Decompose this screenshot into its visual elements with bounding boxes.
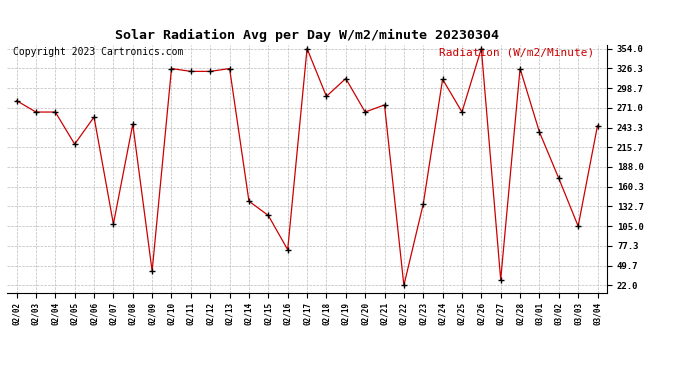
Text: Radiation (W/m2/Minute): Radiation (W/m2/Minute) — [439, 48, 594, 57]
Title: Solar Radiation Avg per Day W/m2/minute 20230304: Solar Radiation Avg per Day W/m2/minute … — [115, 29, 499, 42]
Text: Copyright 2023 Cartronics.com: Copyright 2023 Cartronics.com — [13, 48, 184, 57]
